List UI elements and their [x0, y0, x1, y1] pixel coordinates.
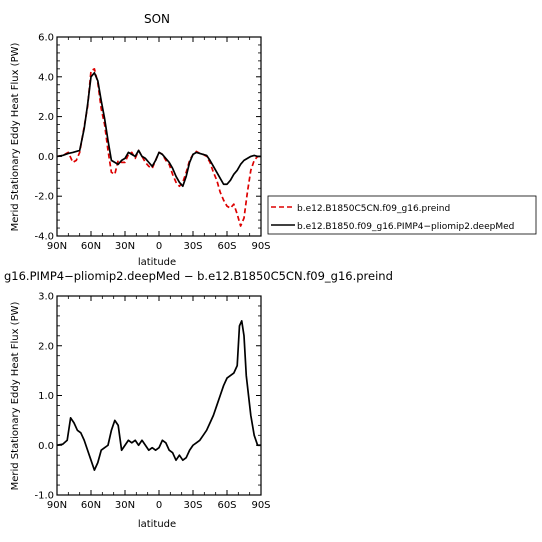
bottom-panel-ylabel: Merid Stationary Eddy Heat Flux (PW)	[10, 302, 21, 491]
top-panel-xtick-label: 90S	[251, 241, 270, 252]
bottom-panel-xtick-label: 90N	[47, 500, 67, 511]
top-panel-title: SON	[144, 12, 170, 26]
top-panel: SON Merid Stationary Eddy Heat Flux (PW)…	[10, 12, 271, 268]
bottom-panel-xtick-label: 30S	[183, 500, 202, 511]
top-panel-xtick-label: 0	[156, 241, 162, 252]
top-panel-ytick-label: 4.0	[38, 72, 54, 83]
top-panel-xtick-label: 30N	[115, 241, 135, 252]
top-panel-ytick-label: -4.0	[34, 232, 54, 243]
top-panel-ytick-label: 6.0	[38, 33, 54, 44]
bottom-panel: g16.PIMP4−pliomip2.deepMed − b.e12.B1850…	[4, 269, 393, 530]
bottom-panel-series-line-0	[56, 320, 261, 471]
bottom-panel-ytick-label: 0.0	[38, 441, 54, 452]
legend-label-deepmed: b.e12.B1850.f09_g16.PIMP4−pliomip2.deepM…	[297, 222, 514, 232]
bottom-panel-xlabel: latitude	[138, 519, 176, 530]
legend: b.e12.B1850C5CN.f09_g16.preind b.e12.B18…	[267, 195, 537, 235]
top-panel-xlabel: latitude	[138, 257, 176, 268]
top-panel-xtick-label: 60S	[217, 241, 236, 252]
bottom-panel-xtick-label: 0	[156, 500, 162, 511]
bottom-panel-xtick-label: 60S	[217, 500, 236, 511]
bottom-panel-frame	[56, 295, 262, 496]
bottom-panel-ytick-label: 1.0	[38, 391, 54, 402]
legend-box	[267, 195, 537, 235]
bottom-panel-axes: 90N 60N 30N 0 30S 60S 90S -1.0 0.0 1.0 2.0 3.0	[34, 292, 270, 512]
top-panel-ytick-label: -2.0	[34, 192, 54, 203]
bottom-panel-ytick-label: 2.0	[38, 341, 54, 352]
top-panel-xtick-label: 30S	[183, 241, 202, 252]
top-panel-series-line-1	[56, 71, 261, 188]
top-panel-ylabel: Merid Stationary Eddy Heat Flux (PW)	[10, 43, 21, 232]
bottom-panel-series-layer	[56, 320, 261, 471]
top-panel-series-line-0	[56, 67, 261, 227]
bottom-panel-ytick-label: -1.0	[34, 491, 54, 502]
top-panel-xtick-label: 90N	[47, 241, 67, 252]
top-panel-frame	[56, 36, 262, 237]
top-panel-series-layer	[56, 67, 261, 227]
top-panel-axes: 90N 60N 30N 0 30S 60S 90S -4.0 -2.0 0.0 2.0 4.0 6.0	[34, 33, 270, 253]
bottom-panel-ytick-label: 3.0	[38, 292, 54, 303]
top-panel-ytick-label: 0.0	[38, 152, 54, 163]
bottom-panel-xtick-label: 60N	[81, 500, 101, 511]
bottom-panel-title: g16.PIMP4−pliomip2.deepMed − b.e12.B1850…	[4, 269, 393, 283]
top-panel-ytick-label: 2.0	[38, 112, 54, 123]
legend-label-preind: b.e12.B1850C5CN.f09_g16.preind	[297, 204, 450, 214]
bottom-panel-xtick-label: 30N	[115, 500, 135, 511]
bottom-panel-xtick-label: 90S	[251, 500, 270, 511]
top-panel-xtick-label: 60N	[81, 241, 101, 252]
